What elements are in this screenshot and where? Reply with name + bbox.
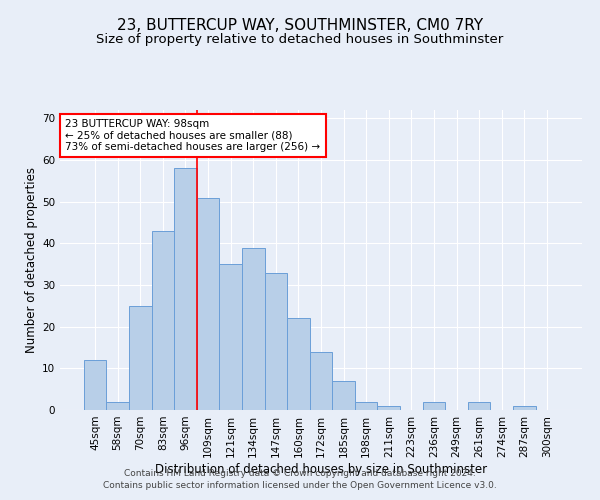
- Bar: [84, 360, 106, 410]
- Y-axis label: Number of detached properties: Number of detached properties: [25, 167, 38, 353]
- Bar: [152, 231, 174, 410]
- Bar: [197, 198, 220, 410]
- Bar: [106, 402, 129, 410]
- Bar: [377, 406, 400, 410]
- Bar: [355, 402, 377, 410]
- Bar: [310, 352, 332, 410]
- Bar: [129, 306, 152, 410]
- Bar: [287, 318, 310, 410]
- Text: 23 BUTTERCUP WAY: 98sqm
← 25% of detached houses are smaller (88)
73% of semi-de: 23 BUTTERCUP WAY: 98sqm ← 25% of detache…: [65, 119, 320, 152]
- Bar: [220, 264, 242, 410]
- Bar: [513, 406, 536, 410]
- Text: Contains HM Land Registry data © Crown copyright and database right 2024.: Contains HM Land Registry data © Crown c…: [124, 468, 476, 477]
- Text: 23, BUTTERCUP WAY, SOUTHMINSTER, CM0 7RY: 23, BUTTERCUP WAY, SOUTHMINSTER, CM0 7RY: [117, 18, 483, 32]
- Bar: [174, 168, 197, 410]
- Bar: [468, 402, 490, 410]
- Text: Contains public sector information licensed under the Open Government Licence v3: Contains public sector information licen…: [103, 481, 497, 490]
- Bar: [332, 381, 355, 410]
- Bar: [422, 402, 445, 410]
- Bar: [242, 248, 265, 410]
- Bar: [265, 272, 287, 410]
- X-axis label: Distribution of detached houses by size in Southminster: Distribution of detached houses by size …: [155, 462, 487, 475]
- Text: Size of property relative to detached houses in Southminster: Size of property relative to detached ho…: [97, 32, 503, 46]
